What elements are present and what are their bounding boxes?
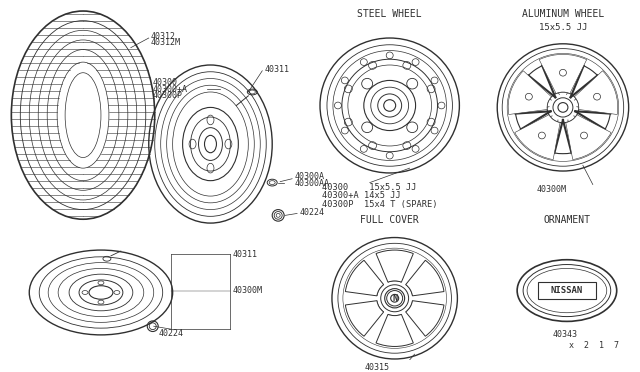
Text: 40312M: 40312M bbox=[151, 38, 180, 47]
Wedge shape bbox=[540, 54, 587, 93]
Text: ORNAMENT: ORNAMENT bbox=[543, 215, 591, 225]
Circle shape bbox=[538, 132, 545, 139]
Text: 40311: 40311 bbox=[264, 65, 289, 74]
Text: 40300P  15x4 T (SPARE): 40300P 15x4 T (SPARE) bbox=[322, 200, 438, 209]
Wedge shape bbox=[346, 260, 383, 296]
Text: 40300AA: 40300AA bbox=[294, 179, 329, 188]
Wedge shape bbox=[406, 301, 444, 336]
Text: 40315: 40315 bbox=[364, 363, 389, 372]
Wedge shape bbox=[566, 115, 611, 160]
Text: 40300+A 14x5 JJ: 40300+A 14x5 JJ bbox=[322, 191, 401, 200]
Text: 15x5.5 JJ: 15x5.5 JJ bbox=[539, 23, 587, 32]
Text: 40300M: 40300M bbox=[537, 185, 567, 194]
Wedge shape bbox=[376, 314, 413, 346]
Text: 40311: 40311 bbox=[232, 250, 257, 259]
Text: NISSAN: NISSAN bbox=[551, 286, 583, 295]
Text: N: N bbox=[392, 294, 397, 303]
Text: 40224: 40224 bbox=[159, 330, 184, 339]
Wedge shape bbox=[376, 250, 413, 282]
Text: 40343: 40343 bbox=[553, 330, 578, 339]
Text: 40224: 40224 bbox=[299, 208, 324, 217]
Wedge shape bbox=[515, 115, 560, 160]
Wedge shape bbox=[406, 260, 444, 296]
Text: STEEL WHEEL: STEEL WHEEL bbox=[357, 9, 422, 19]
Wedge shape bbox=[508, 71, 552, 115]
Text: 40300: 40300 bbox=[153, 78, 178, 87]
Text: 40300+A: 40300+A bbox=[153, 84, 188, 94]
Text: 40312: 40312 bbox=[151, 32, 176, 41]
Circle shape bbox=[559, 69, 566, 76]
Text: 40300    15x5.5 JJ: 40300 15x5.5 JJ bbox=[322, 183, 417, 192]
Circle shape bbox=[580, 132, 588, 139]
Text: 40300M: 40300M bbox=[232, 286, 262, 295]
Text: 40300P: 40300P bbox=[153, 92, 183, 100]
Wedge shape bbox=[575, 71, 618, 115]
FancyBboxPatch shape bbox=[538, 282, 596, 299]
Text: 40300A: 40300A bbox=[294, 172, 324, 181]
Text: ALUMINUM WHEEL: ALUMINUM WHEEL bbox=[522, 9, 604, 19]
Circle shape bbox=[593, 93, 600, 100]
Text: x  2  1  7: x 2 1 7 bbox=[569, 341, 619, 350]
Text: FULL COVER: FULL COVER bbox=[360, 215, 419, 225]
Circle shape bbox=[525, 93, 532, 100]
Wedge shape bbox=[346, 301, 383, 336]
